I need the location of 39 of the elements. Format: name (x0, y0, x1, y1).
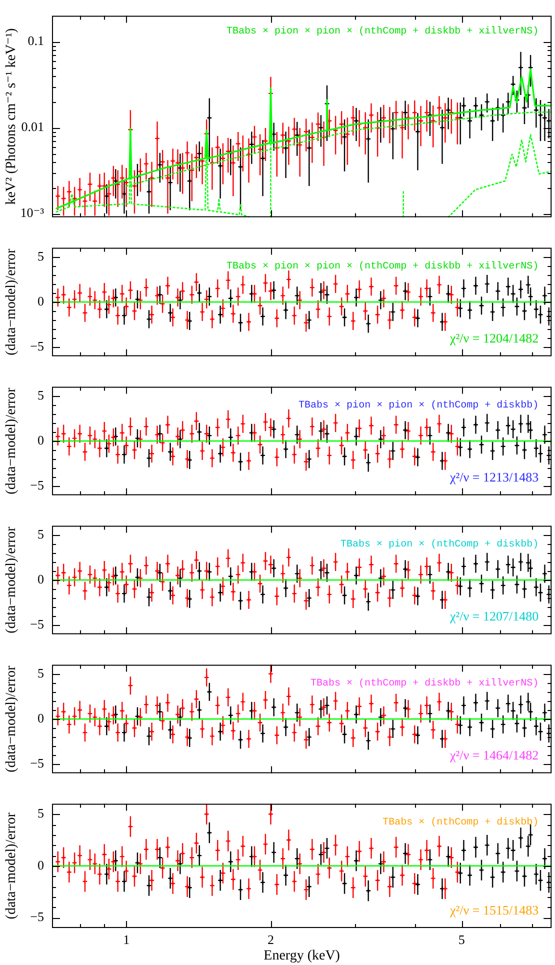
annotation: TBabs × (nthComp + diskbb) (382, 816, 539, 828)
y-tick-label: 0 (38, 710, 44, 726)
y-tick-label: 0 (38, 432, 44, 448)
annotation: TBabs × pion × pion × (nthComp + diskbb + xillverNS) (226, 260, 539, 272)
y-tick-label: 0 (38, 571, 44, 586)
y-tick-label: −5 (30, 338, 44, 354)
y-tick-label: −5 (30, 478, 44, 493)
annotation: χ²/ν = 1204/1482 (448, 330, 539, 346)
annotation: TBabs × pion × (nthComp + diskbb) (340, 538, 539, 550)
x-tick-label: 1 (123, 932, 130, 948)
y-tick-label: 0 (38, 293, 44, 308)
annotation: χ²/ν = 1213/1483 (448, 470, 539, 485)
y-tick-label: 0.01 (21, 119, 44, 134)
y-tick-label: 5 (38, 665, 44, 680)
x-tick-label: 2 (267, 932, 274, 948)
annotation: χ²/ν = 1515/1483 (448, 902, 539, 918)
y-axis-title: (data−model)/error (4, 665, 20, 772)
annotation: TBabs × (nthComp + diskbb + xillverNS) (310, 677, 539, 690)
annotation: TBabs × pion × pion × (nthComp + diskbb) (298, 399, 539, 412)
y-axis-title: (data−model)/error (4, 248, 20, 356)
y-tick-label: 0 (38, 857, 44, 872)
y-axis-title: keV² (Photons cm⁻² s⁻¹ keV⁻¹) (4, 28, 20, 205)
y-tick-label: 5 (38, 248, 44, 264)
y-tick-label: 0.1 (28, 33, 44, 48)
x-tick-label: 5 (458, 932, 465, 948)
y-tick-label: 10⁻³ (20, 205, 44, 220)
y-axis-title: (data−model)/error (4, 812, 20, 920)
y-axis-title: (data−model)/error (4, 526, 20, 634)
annotation: χ²/ν = 1207/1480 (448, 608, 539, 624)
y-tick-label: −5 (30, 756, 44, 771)
annotation: χ²/ν = 1464/1482 (448, 748, 539, 763)
y-tick-label: 5 (38, 387, 44, 402)
y-tick-label: 5 (38, 526, 44, 542)
y-axis-title: (data−model)/error (4, 387, 20, 494)
x-axis-title: Energy (keV) (264, 948, 340, 964)
y-tick-label: −5 (30, 909, 44, 924)
y-tick-label: 5 (38, 806, 44, 821)
y-tick-label: −5 (30, 616, 44, 632)
annotation: TBabs × pion × pion × (nthComp + diskbb + xillverNS) (226, 25, 539, 38)
